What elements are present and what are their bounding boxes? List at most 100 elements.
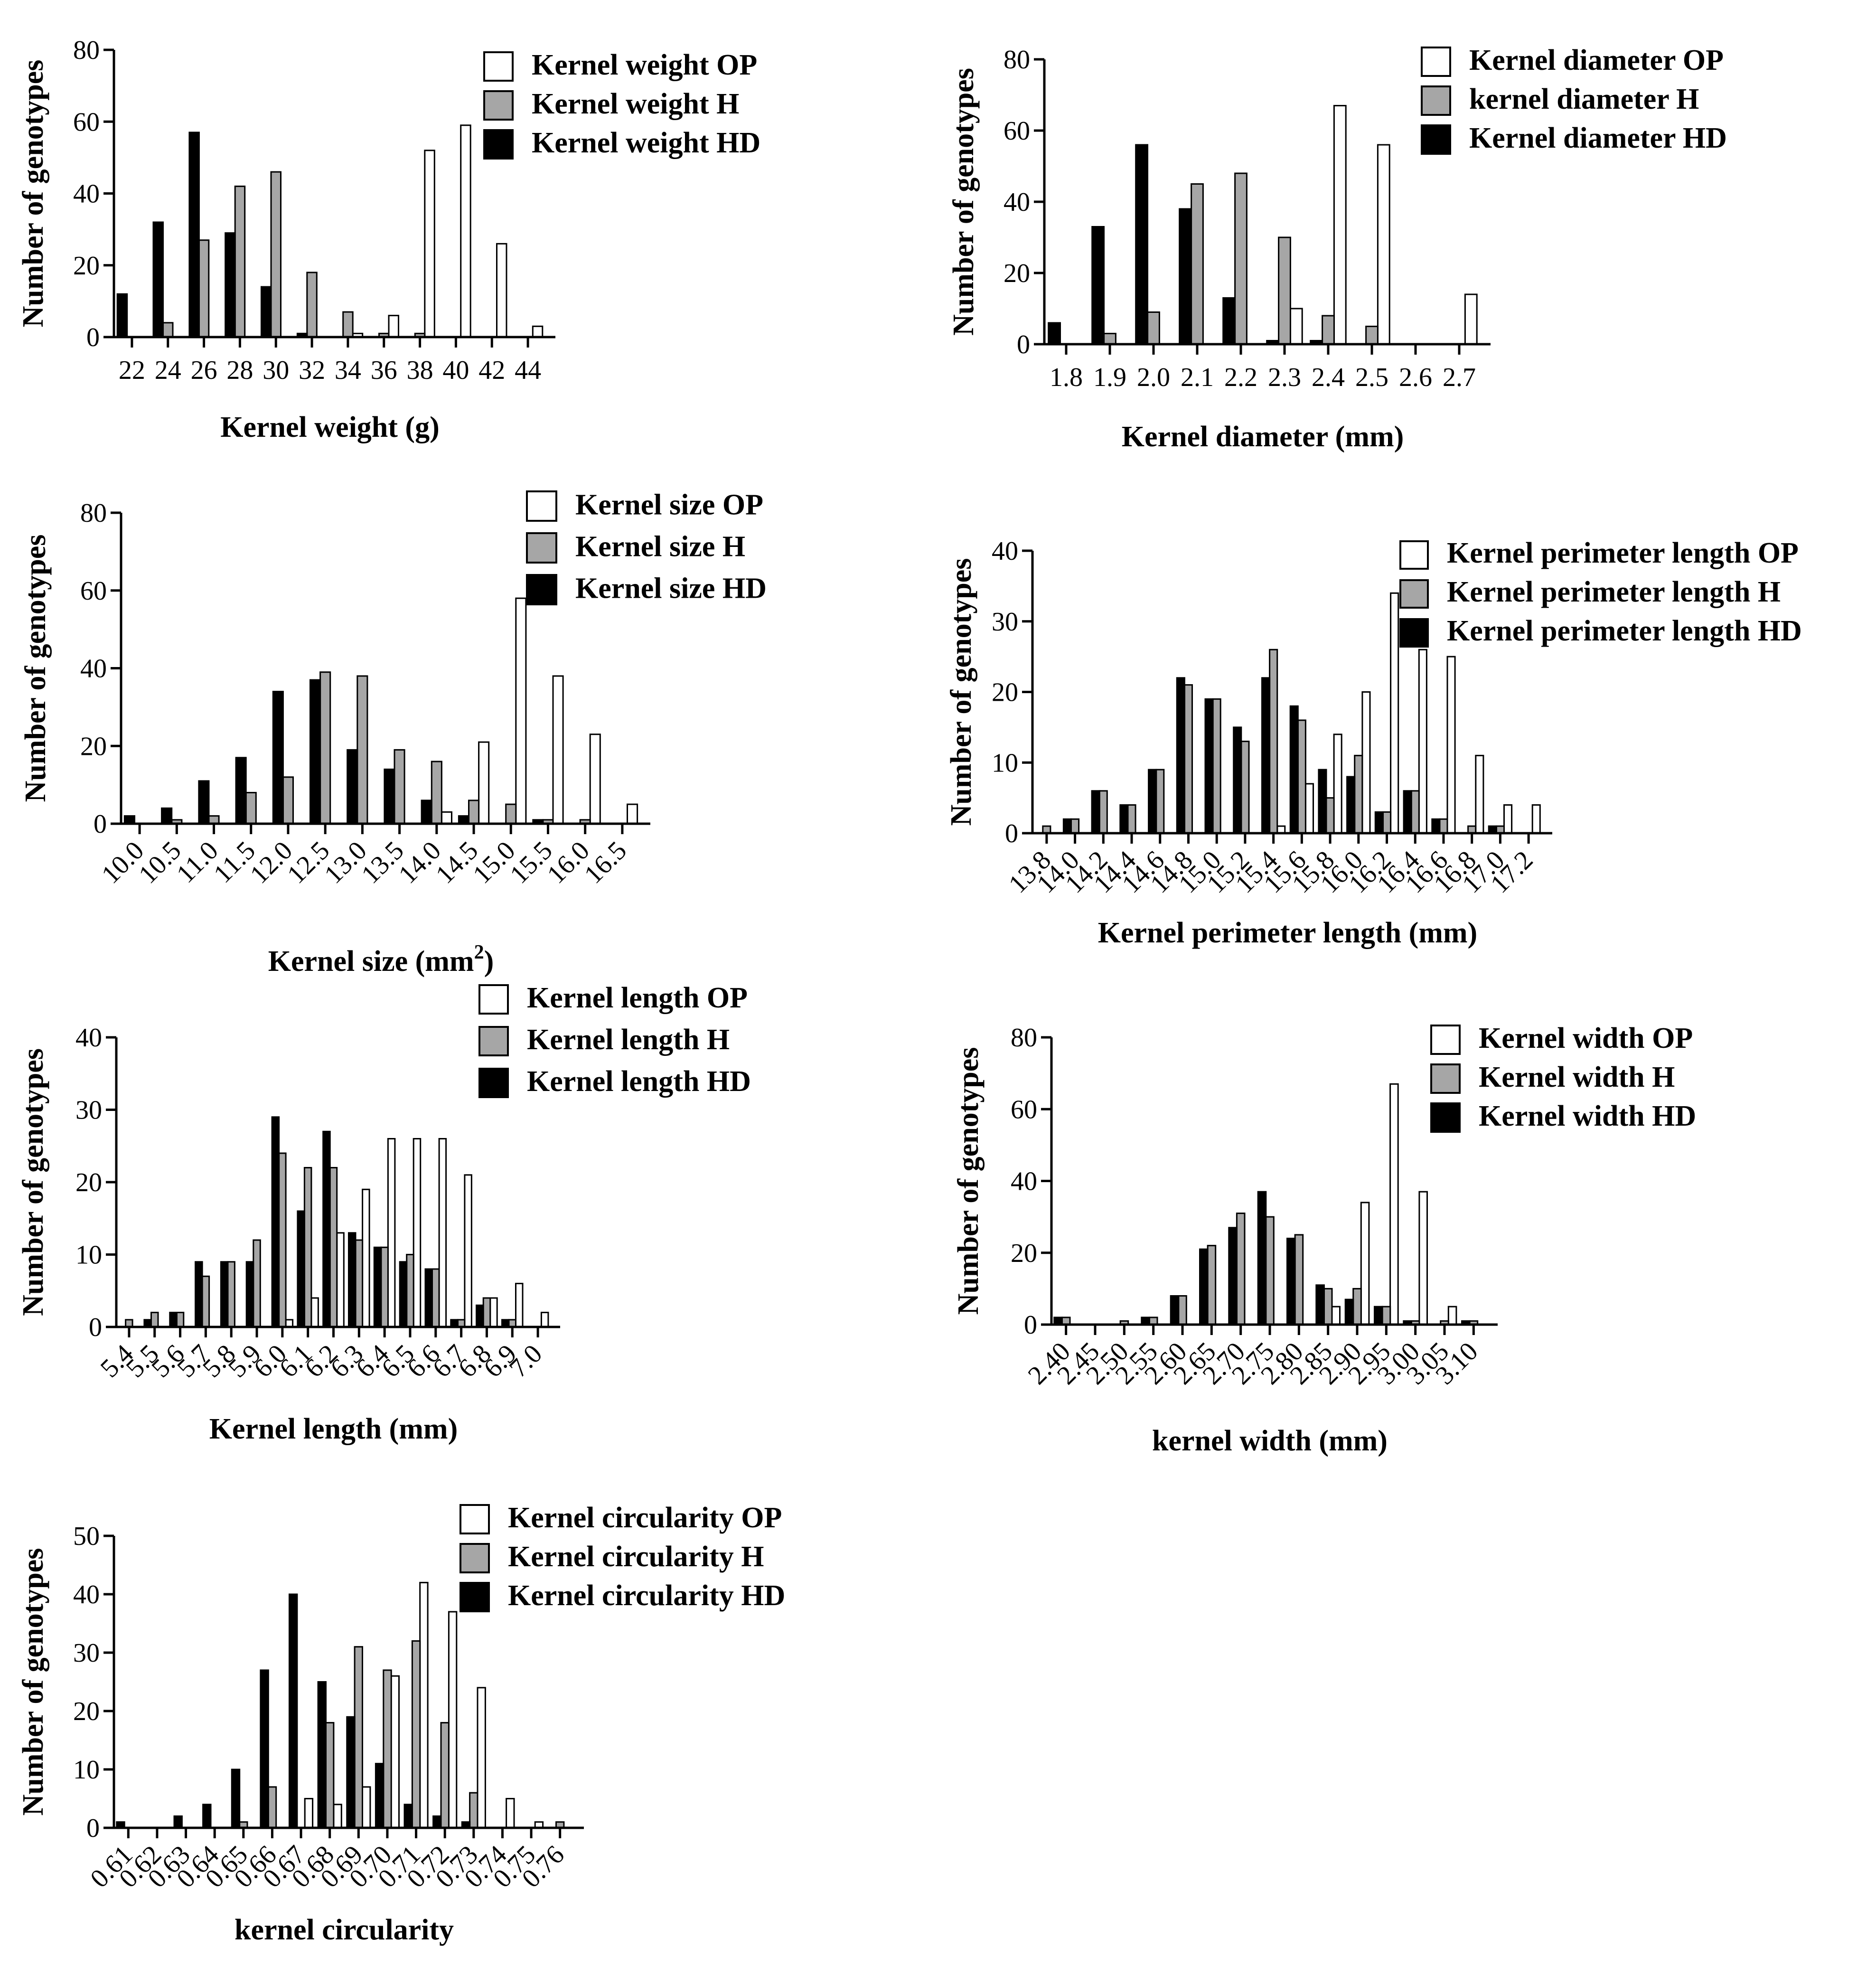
- kernel-perimeter-bar-h-15.8: [1325, 797, 1335, 834]
- kernel-perimeter-bar-hd-15.8: [1318, 769, 1327, 834]
- kernel-width-legend-swatch-op: [1430, 1025, 1461, 1055]
- kernel-size-bar-h-12.0: [282, 776, 294, 825]
- kernel-size-x-tick-label: 16.5: [579, 836, 632, 889]
- kernel-diameter-legend-swatch-op: [1421, 47, 1451, 77]
- kernel-weight-bar-hd-30: [261, 286, 272, 338]
- kernel-circularity-y-tick-label: 0: [86, 1814, 100, 1843]
- kernel-size-x-axis-label-sup: 2: [474, 941, 484, 963]
- kernel-circularity-bar-hd-0.71: [403, 1804, 413, 1829]
- kernel-perimeter-bar-op-15.8: [1333, 734, 1342, 834]
- kernel-width-legend: Kernel width OP Kernel width H Kernel widt…: [1430, 1022, 1696, 1133]
- kernel-length-bar-hd-6.5: [399, 1261, 408, 1328]
- kernel-width-bar-h-2.70: [1236, 1213, 1246, 1326]
- kernel-size-bar-hd-10.5: [161, 807, 173, 825]
- kernel-size-bar-hd-13.0: [347, 749, 358, 825]
- kernel-width-legend-swatch-hd: [1430, 1102, 1461, 1133]
- kernel-diameter-bar-op-2.3: [1289, 308, 1303, 345]
- kernel-perimeter-legend-label-hd: Kernel perimeter length HD: [1447, 615, 1802, 647]
- kernel-length-bar-hd-6.3: [348, 1232, 356, 1328]
- kernel-diameter-y-axis-label: Number of genotypes: [947, 68, 980, 336]
- kernel-length-bar-hd-5.6: [169, 1312, 178, 1328]
- kernel-perimeter-bar-hd-15.6: [1289, 705, 1299, 834]
- kernel-perimeter-legend: Kernel perimeter length OP Kernel perimet…: [1399, 537, 1802, 648]
- kernel-length-bar-op-6.5: [413, 1138, 422, 1328]
- kernel-size-bar-h-11.5: [245, 792, 257, 825]
- kernel-diameter-legend-label-op: Kernel diameter OP: [1469, 44, 1724, 76]
- kernel-length-bar-h-6.2: [329, 1167, 338, 1328]
- kernel-length-legend-label-op: Kernel length OP: [527, 982, 748, 1014]
- kernel-length-bar-hd-6.6: [424, 1268, 433, 1328]
- kernel-diameter-y-tick-label: 0: [1017, 330, 1030, 359]
- kernel-width-legend-label-op: Kernel width OP: [1479, 1022, 1693, 1054]
- kernel-perimeter-bar-h-14.2: [1098, 790, 1108, 834]
- kernel-weight-x-tick-label: 30: [263, 356, 289, 385]
- kernel-width-bar-h-2.60: [1178, 1295, 1187, 1326]
- kernel-perimeter-bar-h-14.4: [1127, 804, 1136, 834]
- kernel-length-bar-h-6.0: [278, 1152, 287, 1328]
- kernel-size-legend-label-op: Kernel size OP: [575, 489, 763, 521]
- kernel-weight-y-tick-label: 60: [73, 107, 100, 137]
- kernel-diameter-bar-h-2.0: [1147, 311, 1160, 345]
- kernel-size-bar-op-16.5: [627, 803, 638, 825]
- kernel-diameter-y-tick-label: 80: [1004, 45, 1030, 75]
- kernel-size-bar-hd-11.0: [198, 780, 210, 825]
- kernel-circularity-bar-h-0.69: [354, 1646, 363, 1829]
- kernel-weight-x-tick-label: 44: [515, 356, 541, 385]
- kernel-size-y-tick-label: 20: [80, 732, 107, 761]
- kernel-size-legend-label-hd: Kernel size HD: [575, 572, 767, 604]
- kernel-width-bar-h-2.65: [1207, 1245, 1217, 1326]
- kernel-size-bar-op-14.5: [478, 741, 490, 825]
- kernel-size-x-axis-label: Kernel size (mm2): [268, 941, 494, 978]
- kernel-width-bar-hd-2.60: [1170, 1295, 1180, 1326]
- kernel-diameter-y-tick-label: 60: [1004, 116, 1030, 146]
- kernel-circularity-bar-op-0.71: [419, 1581, 429, 1829]
- kernel-circularity-bar-op-0.68: [333, 1804, 342, 1829]
- kernel-length-legend: Kernel length OP Kernel length H Kernel le…: [478, 982, 751, 1098]
- kernel-circularity-legend-label-op: Kernel circularity OP: [508, 1502, 782, 1534]
- kernel-perimeter-x-axis-label-main: Kernel perimeter length (mm): [1098, 917, 1477, 949]
- kernel-diameter-legend: Kernel diameter OP kernel diameter H Kerne…: [1421, 44, 1727, 155]
- kernel-circularity-legend: Kernel circularity OP Kernel circularity …: [460, 1502, 785, 1612]
- kernel-perimeter-bar-hd-14.2: [1091, 790, 1100, 834]
- kernel-weight-bar-op-42: [496, 243, 507, 338]
- kernel-diameter-legend-swatch-h: [1421, 85, 1451, 116]
- kernel-perimeter-bar-hd-16.0: [1346, 776, 1356, 834]
- kernel-length-x-axis-label-main: Kernel length (mm): [209, 1413, 458, 1445]
- kernel-weight-bar-op-36: [388, 315, 399, 338]
- kernel-circularity-bar-op-0.67: [304, 1798, 314, 1829]
- kernel-weight-y-tick-label: 20: [73, 251, 100, 281]
- kernel-circularity-y-axis-label: Number of genotypes: [17, 1548, 49, 1816]
- kernel-diameter-bar-h-2.5: [1365, 326, 1379, 345]
- kernel-circularity-bar-hd-0.66: [260, 1669, 269, 1829]
- kernel-circularity-bar-hd-0.68: [317, 1681, 327, 1829]
- kernel-perimeter-bar-op-16.6: [1446, 656, 1456, 834]
- kernel-perimeter-bar-hd-15.0: [1204, 698, 1214, 834]
- kernel-size-y-axis-label: Number of genotypes: [19, 535, 52, 802]
- kernel-size-x-axis-label-suffix: ): [484, 945, 494, 978]
- kernel-circularity-x-axis-label: kernel circularity: [234, 1914, 454, 1946]
- kernel-width-bar-op-2.95: [1389, 1083, 1399, 1326]
- kernel-perimeter-bar-h-14.8: [1183, 684, 1193, 834]
- kernel-width-chart: 0204060802.402.452.502.552.602.652.702.7…: [952, 1022, 1696, 1457]
- kernel-width-bar-hd-2.85: [1315, 1284, 1325, 1326]
- kernel-circularity-bar-hd-0.70: [375, 1763, 385, 1829]
- kernel-perimeter-y-tick-label: 30: [992, 607, 1018, 637]
- kernel-weight-bar-h-28: [234, 185, 246, 338]
- kernel-width-bar-op-2.85: [1331, 1306, 1341, 1326]
- kernel-weight-legend-swatch-op: [483, 51, 514, 82]
- kernel-length-chart: 0102030405.45.55.65.75.85.96.06.16.26.36…: [17, 982, 751, 1445]
- kernel-circularity-bar-op-0.72: [448, 1611, 458, 1829]
- kernel-weight-bar-h-32: [306, 272, 318, 338]
- kernel-diameter-bar-hd-2.2: [1222, 297, 1236, 345]
- kernel-weight-legend-swatch-h: [483, 90, 514, 121]
- kernel-diameter-bar-h-2.2: [1234, 172, 1248, 345]
- kernel-length-x-axis-label: Kernel length (mm): [209, 1413, 458, 1445]
- kernel-width-y-tick-label: 0: [1024, 1310, 1037, 1340]
- kernel-weight-y-tick-label: 0: [86, 323, 100, 352]
- kernel-diameter-x-tick-label: 2.5: [1355, 363, 1388, 392]
- kernel-weight-y-tick-label: 40: [73, 179, 100, 209]
- kernel-circularity-bar-op-0.70: [390, 1675, 400, 1829]
- kernel-width-bar-hd-2.65: [1199, 1248, 1209, 1326]
- kernel-weight-legend-label-op: Kernel weight OP: [532, 49, 757, 81]
- kernel-perimeter-x-axis-label: Kernel perimeter length (mm): [1098, 917, 1477, 949]
